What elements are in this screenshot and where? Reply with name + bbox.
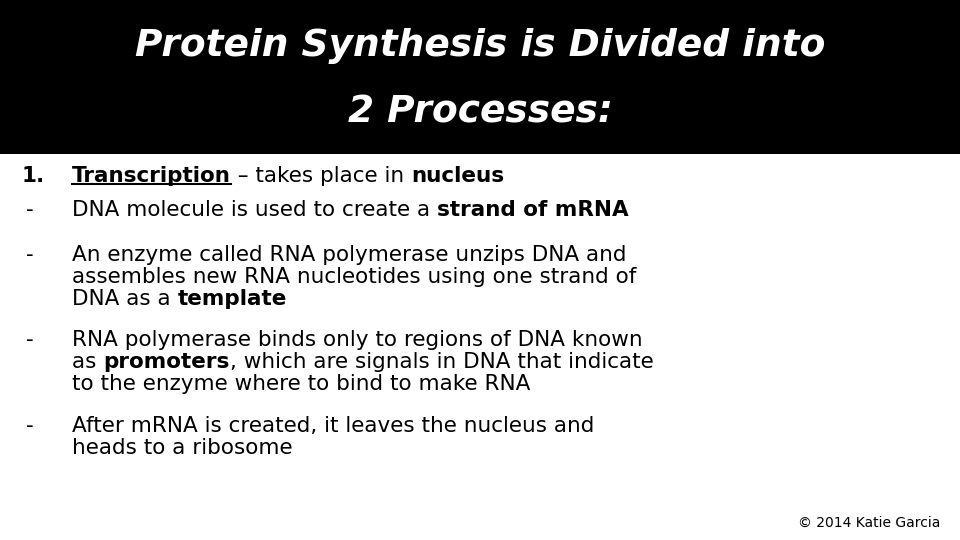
Text: 1.: 1. bbox=[22, 166, 45, 186]
Text: 2 Processes:: 2 Processes: bbox=[348, 94, 612, 130]
Text: © 2014 Katie Garcia: © 2014 Katie Garcia bbox=[798, 516, 940, 530]
Text: -: - bbox=[26, 200, 34, 220]
Text: assembles new RNA nucleotides using one strand of: assembles new RNA nucleotides using one … bbox=[72, 267, 636, 287]
Text: RNA polymerase binds only to regions of DNA known: RNA polymerase binds only to regions of … bbox=[72, 330, 642, 350]
Text: nucleus: nucleus bbox=[411, 166, 504, 186]
Text: -: - bbox=[26, 416, 34, 436]
Text: DNA molecule is used to create a: DNA molecule is used to create a bbox=[72, 200, 437, 220]
Text: Transcription: Transcription bbox=[72, 166, 230, 186]
Text: An enzyme called RNA polymerase unzips DNA and: An enzyme called RNA polymerase unzips D… bbox=[72, 245, 627, 265]
Text: -: - bbox=[26, 330, 34, 350]
Text: promoters: promoters bbox=[104, 352, 229, 372]
Bar bbox=[0, 0, 960, 154]
Text: After mRNA is created, it leaves the nucleus and: After mRNA is created, it leaves the nuc… bbox=[72, 416, 594, 436]
Text: -: - bbox=[26, 245, 34, 265]
Text: DNA as a: DNA as a bbox=[72, 289, 178, 309]
Text: – takes place in: – takes place in bbox=[230, 166, 411, 186]
Text: as: as bbox=[72, 352, 104, 372]
Text: Protein Synthesis is Divided into: Protein Synthesis is Divided into bbox=[134, 28, 826, 64]
Text: heads to a ribosome: heads to a ribosome bbox=[72, 438, 293, 458]
Text: strand of mRNA: strand of mRNA bbox=[437, 200, 629, 220]
Text: , which are signals in DNA that indicate: , which are signals in DNA that indicate bbox=[229, 352, 654, 372]
Text: to the enzyme where to bind to make RNA: to the enzyme where to bind to make RNA bbox=[72, 374, 530, 394]
Text: template: template bbox=[178, 289, 287, 309]
